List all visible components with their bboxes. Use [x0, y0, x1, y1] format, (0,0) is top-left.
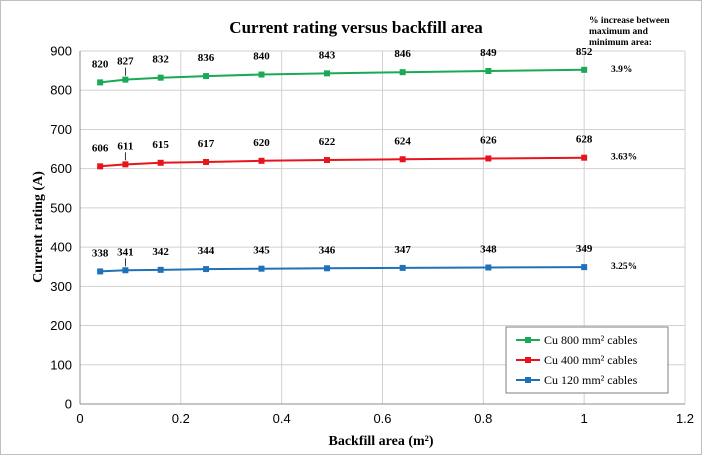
x-tick-label: 1 [581, 411, 588, 426]
cu-120-data-label: 345 [253, 245, 270, 257]
cu-120-data-label: 349 [576, 243, 593, 255]
y-tick-label: 200 [50, 318, 72, 333]
increase-annotation-line: minimum area: [589, 38, 652, 48]
cu-800-marker [399, 69, 406, 76]
cu-400-marker [399, 156, 406, 163]
x-tick-label: 1.2 [676, 411, 694, 426]
cu-120-legend-marker [525, 377, 531, 383]
cu-400-increase-value: 3.63% [611, 153, 637, 163]
x-axis-title: Backfill area (m²) [328, 434, 433, 449]
y-tick-label: 900 [50, 44, 72, 59]
cu-800-marker [122, 76, 129, 83]
cu-120-data-label: 348 [480, 244, 497, 256]
cu-120-marker [122, 267, 129, 274]
cu-120-marker [485, 264, 492, 271]
cu-800-data-label: 843 [319, 49, 336, 61]
cu-400-data-label: 606 [92, 142, 109, 154]
cu-400-data-label: 620 [253, 137, 270, 149]
chart-title: Current rating versus backfill area [229, 18, 483, 37]
cu-120-marker [324, 265, 331, 272]
cu-800-data-label: 827 [117, 56, 134, 68]
cu-800-data-label: 846 [394, 48, 411, 60]
series-layer [97, 66, 588, 275]
cu-400-data-label: 628 [576, 134, 593, 146]
axes: 0 100 200 300 400 500 600 700 800 900 0 0.2 0.4 0.6 0.… [50, 44, 694, 427]
cu-800-data-label: 836 [198, 52, 215, 64]
cu-800-data-label: 849 [480, 47, 497, 59]
y-tick-label: 0 [65, 397, 72, 412]
x-tick-label: 0.6 [373, 411, 391, 426]
cu-400-marker [581, 154, 588, 161]
cu-120-increase-value: 3.25% [611, 262, 637, 272]
cu-400-marker [258, 157, 265, 164]
cu-120-data-label: 344 [198, 245, 215, 257]
cu-120-data-label: 338 [92, 247, 109, 259]
cu-400-data-label: 615 [152, 139, 169, 151]
x-tick-label: 0 [76, 411, 83, 426]
cu-120-marker [97, 268, 104, 275]
cu-800-marker [203, 73, 210, 80]
cu-800-marker [485, 68, 492, 75]
cu-800-marker [258, 71, 265, 78]
increase-annotation-line: % increase between [589, 16, 670, 26]
x-tick-label: 0.2 [172, 411, 190, 426]
cu-120-data-label: 346 [319, 244, 336, 256]
y-axis-title: Current rating (A) [31, 171, 46, 283]
cu-400-marker [485, 155, 492, 162]
cu-400-data-label: 622 [319, 136, 336, 148]
y-tick-label: 300 [50, 279, 72, 294]
cu-400-marker [203, 158, 210, 165]
cu-800-marker [97, 79, 104, 86]
cu-120-legend-label: Cu 120 mm² cables [544, 373, 638, 387]
legend: Cu 800 mm² cables Cu 400 mm² cables Cu 120… [505, 326, 669, 394]
cu-120-marker [399, 264, 406, 271]
cu-400-marker [122, 161, 129, 168]
cu-800-legend-marker [525, 337, 531, 343]
increase-annotation: 3.9% 3.63% 3.25% % increase betweenmaximum … [589, 16, 670, 272]
y-tick-label: 600 [50, 161, 72, 176]
cu-400-legend-label: Cu 400 mm² cables [544, 353, 638, 367]
y-tick-label: 400 [50, 240, 72, 255]
y-tick-label: 700 [50, 122, 72, 137]
cu-800-data-label: 852 [576, 46, 593, 58]
increase-annotation-line: maximum and [589, 27, 649, 37]
cu-120-data-label: 341 [117, 246, 134, 258]
cu-400-marker [157, 159, 164, 166]
cu-400-marker [97, 163, 104, 170]
cu-120-marker [157, 266, 164, 273]
cu-400-data-label: 626 [480, 134, 497, 146]
cu-400-marker [324, 157, 331, 164]
cu-800-series-line [100, 68, 585, 84]
cu-400-legend-marker [525, 357, 531, 363]
cu-120-marker [203, 266, 210, 273]
x-tick-label: 0.8 [474, 411, 492, 426]
cu-400-data-label: 611 [117, 140, 133, 152]
cu-120-data-label: 347 [394, 244, 411, 256]
cu-400-data-label: 617 [198, 138, 215, 150]
cu-800-legend-label: Cu 800 mm² cables [544, 333, 638, 347]
cu-400-data-label: 624 [394, 135, 411, 147]
cu-800-data-label: 832 [152, 54, 169, 66]
cu-120-series-line [100, 266, 585, 273]
data-labels: 820 827 832 836 840 843 846 849 852 606 611 615 617 6… [92, 46, 593, 267]
y-tick-label: 800 [50, 83, 72, 98]
cu-800-marker [581, 66, 588, 73]
y-tick-label: 100 [50, 357, 72, 372]
x-tick-label: 0.4 [273, 411, 291, 426]
cu-120-data-label: 342 [152, 246, 169, 258]
cu-120-marker [258, 265, 265, 272]
cu-800-marker [324, 70, 331, 77]
y-tick-label: 500 [50, 200, 72, 215]
cu-120-marker [581, 264, 588, 271]
cu-800-data-label: 820 [92, 58, 109, 70]
cu-800-marker [157, 74, 164, 81]
cu-800-data-label: 840 [253, 51, 270, 63]
cu-400-series-line [100, 156, 585, 168]
cu-800-increase-value: 3.9% [611, 65, 632, 75]
